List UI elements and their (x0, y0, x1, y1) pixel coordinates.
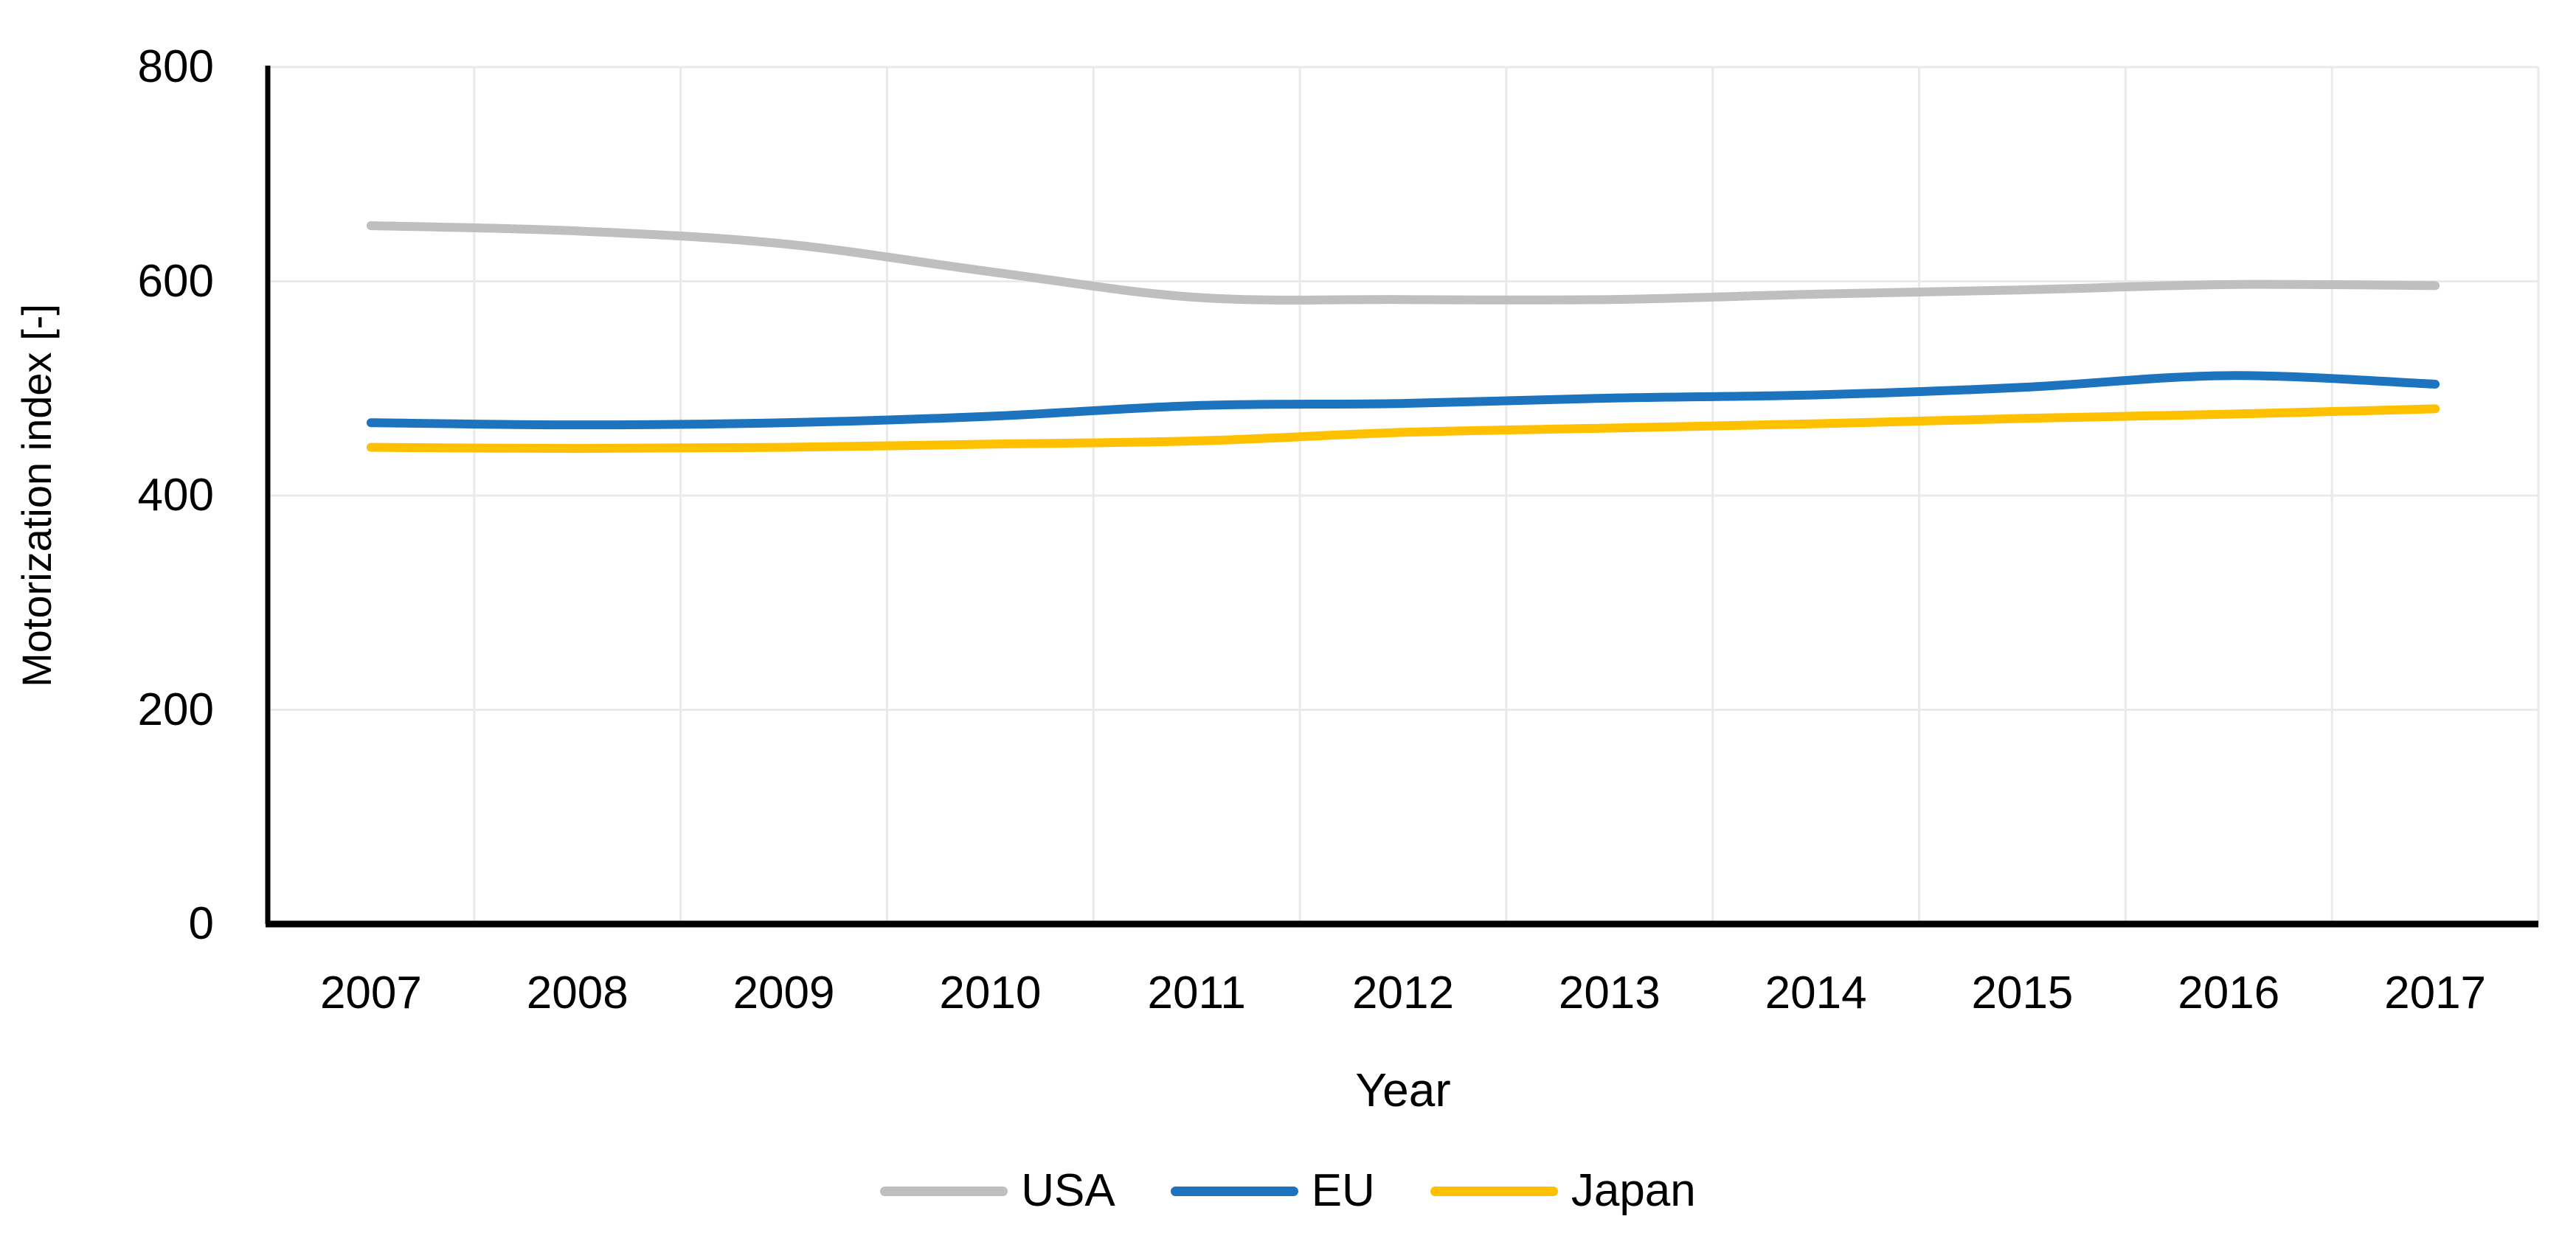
legend-label: USA (1021, 1165, 1115, 1216)
y-axis-title: Motorization index [-] (13, 304, 60, 687)
legend-item-eu: EU (1170, 1165, 1375, 1216)
legend-item-usa: USA (880, 1168, 1115, 1214)
x-axis-tick-label: 2009 (733, 968, 835, 1018)
y-axis-tick-label: 0 (188, 898, 214, 949)
legend-label: Japan (1571, 1165, 1696, 1216)
legend-swatch-japan (1430, 1186, 1558, 1196)
x-axis-tick-label: 2016 (2178, 968, 2280, 1018)
y-axis-tick-label: 600 (137, 255, 214, 307)
x-axis-tick-label: 2007 (319, 968, 422, 1018)
series-line-usa (366, 220, 2440, 305)
y-axis-tick-label: 400 (137, 470, 214, 521)
x-axis-tick-label: 2013 (1558, 968, 1661, 1018)
y-axis-tick-label: 200 (137, 684, 214, 735)
x-axis-tick-label: 2011 (1147, 968, 1246, 1018)
legend-swatch-eu (1170, 1186, 1298, 1196)
x-axis-tick-label: 2008 (526, 968, 629, 1018)
x-axis-tick-label: 2012 (1352, 968, 1454, 1018)
legend-swatch-usa (880, 1186, 1008, 1196)
y-axis-tick-label: 800 (137, 41, 214, 92)
x-axis-tick-label: 2015 (1971, 968, 2074, 1018)
x-axis-tick-label: 2014 (1765, 968, 1867, 1018)
series-line-japan (366, 404, 2440, 454)
series-line-eu (366, 371, 2440, 430)
x-axis-title: Year (1355, 1063, 1451, 1116)
x-axis-tick-label: 2010 (939, 968, 1042, 1018)
legend-item-japan: Japan (1430, 1168, 1696, 1214)
legend-label: EU (1311, 1165, 1375, 1216)
legend: USA EU Japan (0, 1167, 2576, 1215)
x-axis-tick-label: 2017 (2384, 968, 2487, 1018)
